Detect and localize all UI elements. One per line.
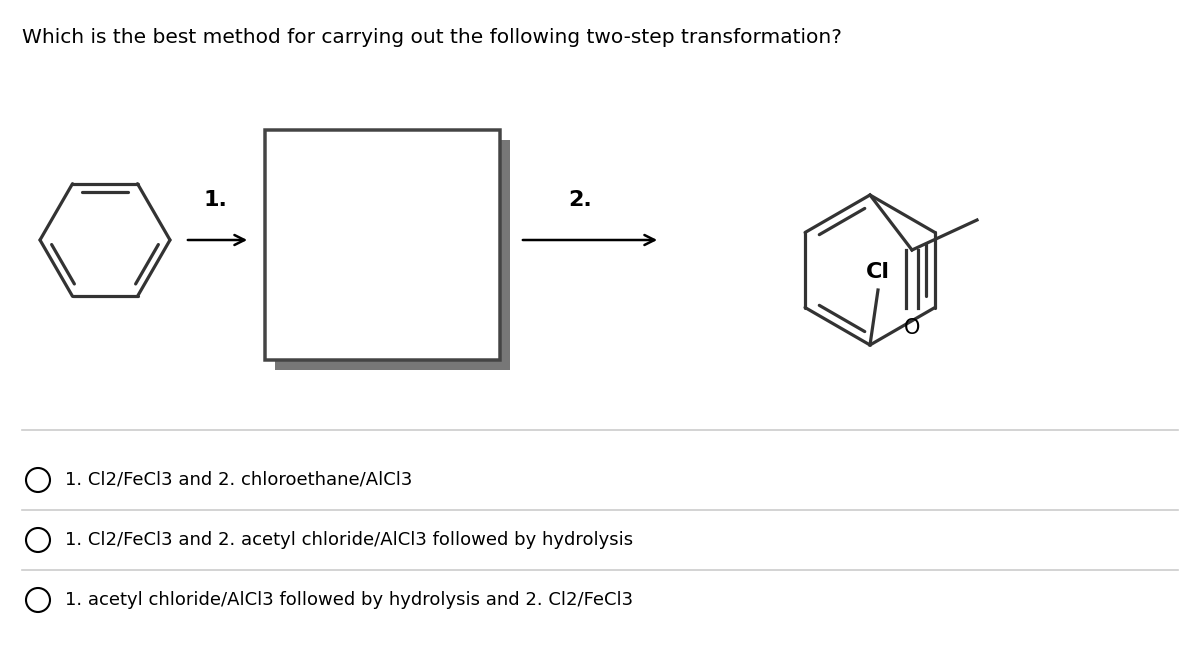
- Text: 2.: 2.: [568, 190, 592, 210]
- Text: O: O: [904, 318, 920, 338]
- Text: 1. acetyl chloride/AlCl3 followed by hydrolysis and 2. Cl2/FeCl3: 1. acetyl chloride/AlCl3 followed by hyd…: [65, 591, 634, 609]
- Text: 1.: 1.: [203, 190, 227, 210]
- Text: 1. Cl2/FeCl3 and 2. chloroethane/AlCl3: 1. Cl2/FeCl3 and 2. chloroethane/AlCl3: [65, 471, 413, 489]
- FancyBboxPatch shape: [265, 130, 500, 360]
- FancyBboxPatch shape: [275, 140, 510, 370]
- Text: Cl: Cl: [866, 262, 890, 282]
- Text: 1. Cl2/FeCl3 and 2. acetyl chloride/AlCl3 followed by hydrolysis: 1. Cl2/FeCl3 and 2. acetyl chloride/AlCl…: [65, 531, 634, 549]
- Text: Which is the best method for carrying out the following two-step transformation?: Which is the best method for carrying ou…: [22, 28, 842, 47]
